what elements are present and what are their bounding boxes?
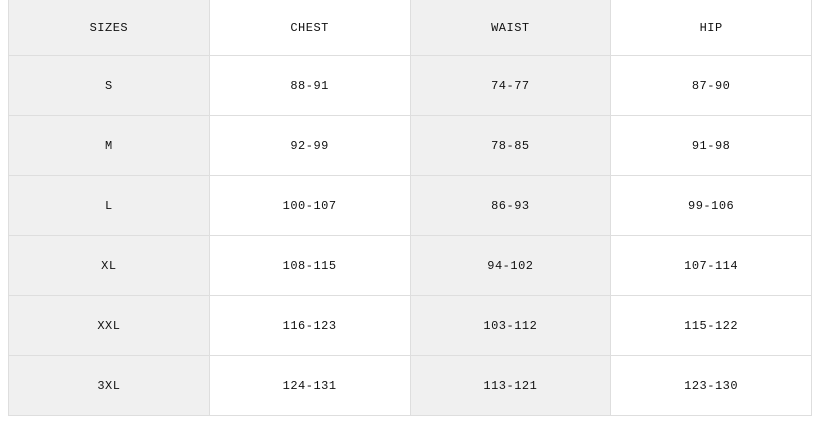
header-cell: HIP: [610, 0, 812, 56]
table-cell: XXL: [8, 295, 210, 356]
table-cell: M: [8, 115, 210, 176]
size-table: SIZES CHEST WAIST HIP S 88-91 74-77 87-90 M 92-9…: [8, 0, 812, 416]
table-cell: XL: [8, 235, 210, 296]
table-cell: 74-77: [409, 55, 612, 116]
table-cell: 94-102: [409, 235, 612, 296]
header-row: SIZES CHEST WAIST HIP: [8, 0, 812, 56]
table-cell: 88-91: [208, 55, 411, 116]
header-cell: CHEST: [208, 0, 411, 56]
header-cell: WAIST: [409, 0, 612, 56]
table-cell: 103-112: [409, 295, 612, 356]
table-cell: 78-85: [409, 115, 612, 176]
table-cell: 108-115: [208, 235, 411, 296]
table-row: M 92-99 78-85 91-98: [8, 115, 812, 176]
table-cell: 100-107: [208, 175, 411, 236]
table-row: XL 108-115 94-102 107-114: [8, 235, 812, 296]
table-row: XXL 116-123 103-112 115-122: [8, 295, 812, 356]
header-cell: SIZES: [8, 0, 210, 56]
table-row: L 100-107 86-93 99-106: [8, 175, 812, 236]
table-body: S 88-91 74-77 87-90 M 92-99 78-85 91-98 L 100-107…: [8, 55, 812, 416]
table-cell: 107-114: [610, 235, 812, 296]
table-cell: 124-131: [208, 355, 411, 416]
table-cell: 116-123: [208, 295, 411, 356]
table-cell: 3XL: [8, 355, 210, 416]
table-cell: 99-106: [610, 175, 812, 236]
table-cell: 86-93: [409, 175, 612, 236]
table-row: S 88-91 74-77 87-90: [8, 55, 812, 116]
table-cell: 87-90: [610, 55, 812, 116]
table-cell: L: [8, 175, 210, 236]
table-cell: 92-99: [208, 115, 411, 176]
table-cell: S: [8, 55, 210, 116]
table-cell: 91-98: [610, 115, 812, 176]
table-cell: 113-121: [409, 355, 612, 416]
table-cell: 115-122: [610, 295, 812, 356]
table-header: SIZES CHEST WAIST HIP: [8, 0, 812, 56]
table-row: 3XL 124-131 113-121 123-130: [8, 355, 812, 416]
table-cell: 123-130: [610, 355, 812, 416]
